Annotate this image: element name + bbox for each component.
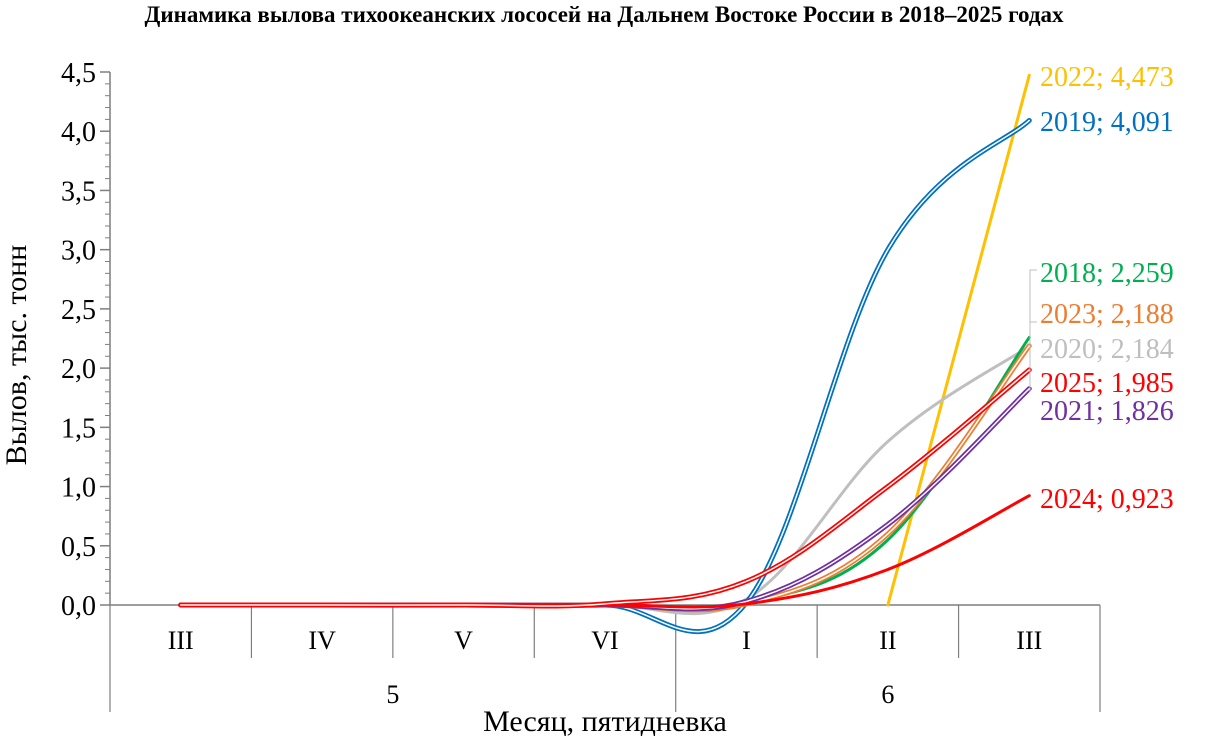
series-label-2022: 2022; 4,473 xyxy=(1040,62,1174,93)
series-label-2019: 2019; 4,091 xyxy=(1040,107,1174,138)
y-tick-label: 1,5 xyxy=(61,413,96,444)
x-tick-label: I xyxy=(742,626,751,655)
y-tick-label: 0,5 xyxy=(61,532,96,563)
label-leader-line xyxy=(1029,269,1037,392)
y-tick-label: 0,0 xyxy=(61,591,96,622)
y-tick-label: 3,0 xyxy=(61,236,96,267)
x-axis-title: Месяц, пятидневка xyxy=(483,705,727,736)
series-label-2023: 2023; 2,188 xyxy=(1040,299,1174,330)
chart-title: Динамика вылова тихоокеанских лососей на… xyxy=(144,2,1064,27)
y-axis-title: Вылов, тыс. тонн xyxy=(0,245,33,466)
x-tick-label: III xyxy=(1016,626,1042,655)
x-tick-label: IV xyxy=(308,626,336,655)
x-tick-label: II xyxy=(879,626,896,655)
series-labels: 2018; 2,259 2019; 4,091 2020; 2,184 2021; 1… xyxy=(1029,62,1174,515)
series-label-2025: 2025; 1,985 xyxy=(1040,368,1174,399)
series-line-2025 xyxy=(178,367,1032,609)
y-tick-label: 4,5 xyxy=(61,58,96,89)
series-lines xyxy=(178,73,1032,635)
series-label-2021: 2021; 1,826 xyxy=(1040,396,1174,427)
y-tick-label: 2,0 xyxy=(61,354,96,385)
series-line-2021 xyxy=(178,386,1032,612)
y-tick-label: 2,5 xyxy=(61,295,96,326)
series-line-inner-2021 xyxy=(179,387,1031,610)
x-group-label: 5 xyxy=(386,680,399,709)
series-line-inner-2025 xyxy=(179,369,1031,607)
y-tick-label: 1,0 xyxy=(61,473,96,504)
x-tick-label: III xyxy=(168,626,194,655)
x-tick-label: V xyxy=(454,626,473,655)
series-line-2020 xyxy=(179,344,1031,616)
series-label-2024: 2024; 0,923 xyxy=(1040,484,1174,515)
series-label-2018: 2018; 2,259 xyxy=(1040,258,1174,289)
x-tick-label: VI xyxy=(591,626,618,655)
y-tick-label: 3,5 xyxy=(61,176,96,207)
series-line-2022 xyxy=(886,73,1031,607)
x-group-label: 6 xyxy=(881,680,894,709)
y-tick-label: 4,0 xyxy=(61,117,96,148)
series-label-2020: 2020; 2,184 xyxy=(1040,334,1174,365)
